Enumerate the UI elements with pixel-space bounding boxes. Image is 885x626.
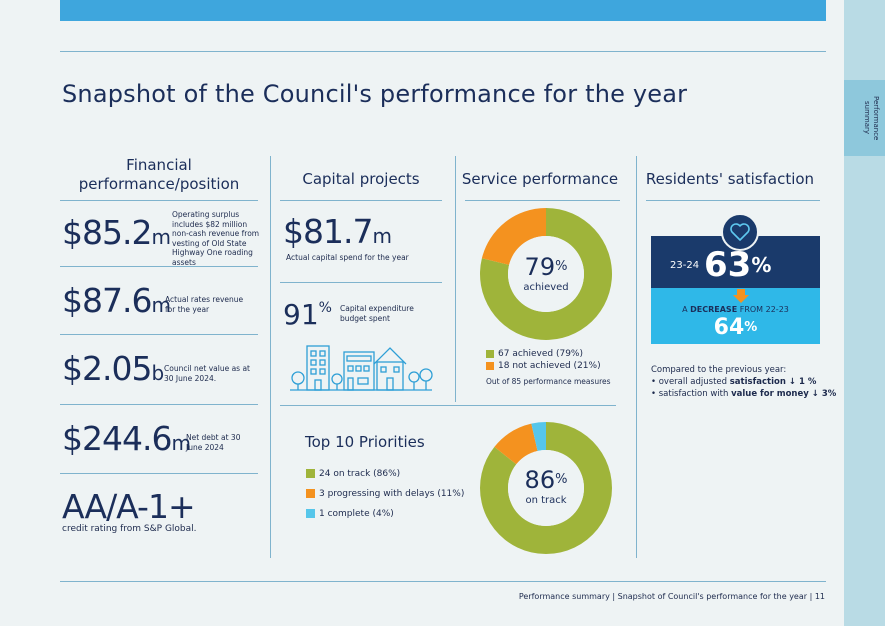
legend-item: 67 achieved (79%) xyxy=(486,348,601,360)
stat-note: Council net value as at 30 June 2024. xyxy=(164,364,250,383)
stat-net-value: $2.05b xyxy=(62,352,164,390)
service-legend: 67 achieved (79%) 18 not achieved (21%) xyxy=(486,348,601,372)
stat-operating-surplus: $85.2m xyxy=(62,216,171,254)
credit-rating: AA/A-1+ xyxy=(62,487,196,526)
stat-note: Net debt at 30 June 2024 xyxy=(186,433,241,452)
priorities-heading: Top 10 Priorities xyxy=(305,433,425,451)
priorities-legend: 24 on track (86%) 3 progressing with del… xyxy=(306,468,464,520)
priorities-center-label: on track xyxy=(525,495,567,506)
service-footnote: Out of 85 performance measures xyxy=(486,377,611,386)
stat-note: Actual rates revenue for the year xyxy=(165,295,244,314)
stat-value: $2.05b xyxy=(62,349,165,388)
section-rule xyxy=(280,405,616,406)
header-rule xyxy=(60,51,826,52)
financial-heading: Financial performance/position xyxy=(60,156,258,194)
compare-intro: Compared to the previous year: xyxy=(651,365,787,375)
section-rule xyxy=(60,334,258,335)
stat-net-debt: $244.6m xyxy=(62,422,191,460)
donut-slice-achieved xyxy=(480,208,612,340)
service-center-label: achieved xyxy=(523,282,569,293)
priorities-center: 86% on track xyxy=(505,468,587,506)
down-arrow-icon xyxy=(733,289,749,303)
capital-heading: Capital projects xyxy=(302,170,420,188)
satisfaction-year: 23-24 xyxy=(670,260,700,271)
legend-item: 1 complete (4%) xyxy=(306,508,464,520)
service-center-value: 79 xyxy=(524,253,556,281)
donut-hole xyxy=(508,236,584,312)
capital-spend: $81.7m xyxy=(283,215,392,253)
capital-budget-pct: 91% xyxy=(283,298,332,331)
page-title: Snapshot of the Council's performance fo… xyxy=(62,80,688,108)
priorities-center-value: 86 xyxy=(524,466,556,494)
top-banner xyxy=(60,0,826,21)
column-divider xyxy=(270,156,271,558)
stat-value: $85.2m xyxy=(62,213,171,252)
legend-item: 24 on track (86%) xyxy=(306,468,464,480)
financial-heading-line2: performance/position xyxy=(78,175,240,193)
page-footer: Performance summary | Snapshot of Counci… xyxy=(518,592,825,601)
priorities-center-sign: % xyxy=(555,472,568,487)
satisfaction-compare: Compared to the previous year: • overall… xyxy=(651,364,836,400)
buildings-illustration-icon xyxy=(290,345,433,391)
stat-value: $87.6m xyxy=(62,281,171,320)
side-tab[interactable] xyxy=(844,80,885,156)
legend-item: 3 progressing with delays (11%) xyxy=(306,488,464,500)
heart-badge xyxy=(721,213,759,251)
column-divider xyxy=(455,156,456,402)
section-rule xyxy=(465,200,620,201)
legend-swatch xyxy=(306,489,315,498)
budget-pct-value: 91 xyxy=(283,298,319,331)
legend-swatch xyxy=(306,469,315,478)
stat-note: Operating surplus includes $82 million n… xyxy=(172,210,260,267)
stat-rates-revenue: $87.6m xyxy=(62,284,171,322)
heart-icon xyxy=(730,223,750,241)
legend-swatch xyxy=(306,509,315,518)
donut-slice-progressing-with-delays xyxy=(494,423,538,465)
section-rule xyxy=(60,200,258,201)
section-rule xyxy=(60,266,258,267)
satisfaction-heading: Residents' satisfaction xyxy=(645,170,815,188)
legend-item: 18 not achieved (21%) xyxy=(486,360,601,372)
legend-swatch xyxy=(486,349,494,358)
priorities-donut-chart xyxy=(480,422,612,554)
satisfaction-prev-value: 64% xyxy=(713,315,758,340)
section-rule xyxy=(280,200,442,201)
section-rule xyxy=(60,473,258,474)
section-rule xyxy=(60,404,258,405)
legend-swatch xyxy=(486,361,494,370)
compare-bullet: • overall adjusted satisfaction ↓ 1 % xyxy=(651,377,817,387)
service-center: 79% achieved xyxy=(505,255,587,293)
credit-rating-note: credit rating from S&P Global. xyxy=(62,524,197,534)
service-center-sign: % xyxy=(555,259,568,274)
donut-slice-complete xyxy=(531,422,546,451)
donut-hole xyxy=(508,450,584,526)
side-tab-label: Performance summary xyxy=(863,95,880,141)
compare-bullet: • satisfaction with value for money ↓ 3% xyxy=(651,389,837,399)
capital-budget-note: Capital expenditure budget spent xyxy=(340,304,414,323)
section-rule xyxy=(646,200,820,201)
service-heading: Service performance xyxy=(461,170,619,188)
footer-rule xyxy=(60,581,826,582)
donut-slice-on-track xyxy=(480,422,612,554)
column-divider xyxy=(636,156,637,558)
stat-value: $244.6m xyxy=(62,419,191,458)
capital-spend-note: Actual capital spend for the year xyxy=(286,253,409,262)
satisfaction-value: 63% xyxy=(704,245,772,285)
donut-slice-not-achieved xyxy=(481,208,546,265)
stat-value: $81.7m xyxy=(283,212,392,251)
satisfaction-decrease-label: A DECREASE FROM 22-23 xyxy=(682,305,789,314)
section-rule xyxy=(280,282,442,283)
budget-pct-sign: % xyxy=(318,300,332,316)
service-donut-chart xyxy=(480,208,612,340)
financial-heading-line1: Financial xyxy=(126,156,192,174)
